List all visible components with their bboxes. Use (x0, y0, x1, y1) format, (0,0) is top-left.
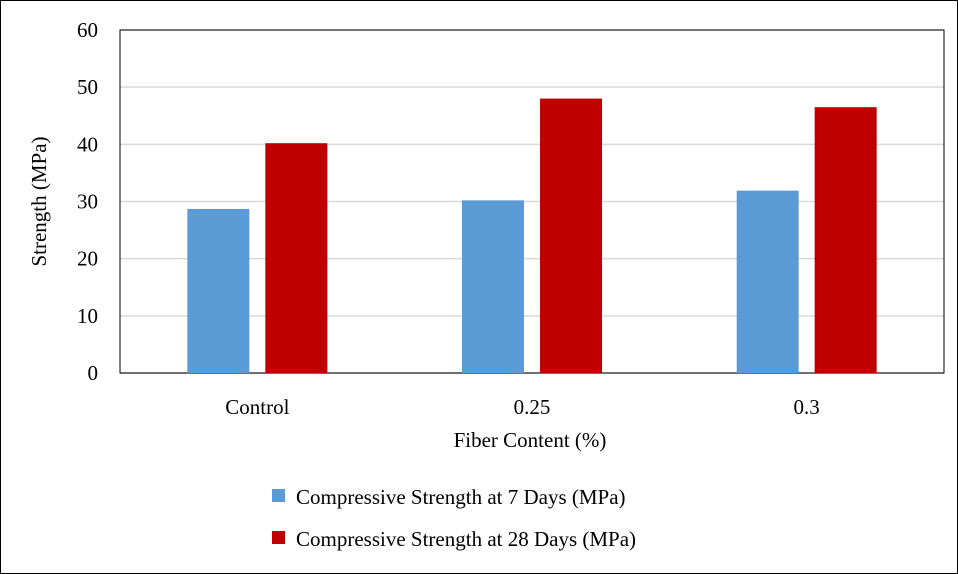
legend: Compressive Strength at 7 Days (MPa) Comp… (272, 485, 636, 551)
x-axis-title: Fiber Content (%) (454, 428, 607, 452)
legend-label: Compressive Strength at 28 Days (MPa) (296, 527, 636, 551)
y-tick-label: 10 (77, 304, 98, 328)
y-tick-label: 30 (77, 190, 98, 214)
x-tick-label: 0.25 (514, 395, 551, 419)
bar-28-day-control (265, 143, 328, 373)
y-tick-label: 50 (77, 75, 98, 99)
y-tick-labels: 0 10 20 30 40 50 60 (77, 18, 98, 385)
bar-28-day-0.25 (540, 98, 602, 373)
x-tick-label: Control (225, 395, 289, 419)
x-tick-label: 0.3 (794, 395, 820, 419)
legend-swatch (272, 489, 285, 502)
x-tick-labels: Control 0.25 0.3 (225, 395, 820, 419)
y-tick-label: 20 (77, 247, 98, 271)
bar-7-day-0.3 (736, 190, 799, 373)
bar-7-day-0.25 (462, 200, 524, 373)
bar-28-day-0.3 (814, 107, 877, 374)
bar-7-day-control (187, 208, 250, 373)
legend-label: Compressive Strength at 7 Days (MPa) (296, 485, 626, 509)
plot-area-border (119, 29, 945, 374)
bars (187, 98, 877, 374)
y-tick-label: 0 (88, 361, 99, 385)
y-tick-label: 40 (77, 132, 98, 156)
y-axis-title: Strength (MPa) (27, 136, 51, 266)
y-tick-label: 60 (77, 18, 98, 42)
legend-swatch (272, 531, 285, 544)
